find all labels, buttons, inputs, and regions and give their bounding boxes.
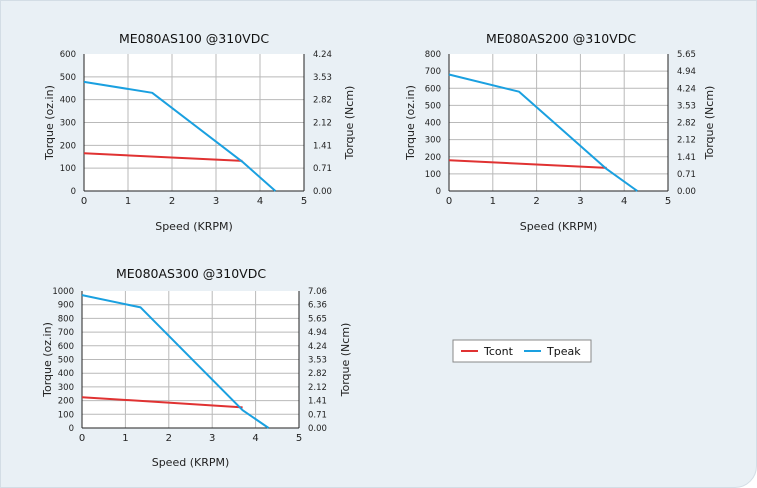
y-tick-label: 500: [58, 356, 74, 366]
y2-tick-label: 1.41: [313, 141, 332, 151]
y-tick-label: 300: [60, 119, 76, 129]
y-tick-label: 0: [71, 187, 76, 197]
chart-1: 0 0.00 100 0.71 200 1.41 300 2.12 400 2.82 500 3.53…: [43, 31, 356, 233]
y-tick-label: 200: [425, 153, 441, 163]
legend-label-tcont: Tcont: [483, 345, 514, 358]
legend: Tcont Tpeak: [452, 339, 592, 363]
y-tick-label: 600: [58, 342, 74, 352]
y-tick-label: 0: [436, 187, 441, 197]
y2-tick-label: 6.36: [308, 301, 327, 311]
y2-axis-title: Torque (Ncm): [703, 86, 716, 161]
x-tick-label: 0: [446, 196, 452, 207]
y-tick-label: 100: [58, 410, 74, 420]
y2-tick-label: 2.82: [313, 96, 332, 106]
y2-tick-label: 7.06: [308, 287, 327, 297]
x-tick-label: 1: [490, 196, 496, 207]
y2-tick-label: 3.53: [308, 356, 327, 366]
y-tick-label: 200: [58, 397, 74, 407]
y2-tick-label: 0.00: [677, 187, 696, 197]
chart-3: 0 0.00 100 0.71 200 1.41 300 2.12 400 2.82 500 3.53…: [41, 266, 352, 469]
y2-axis-title: Torque (Ncm): [339, 323, 352, 398]
x-tick-label: 3: [213, 196, 219, 207]
y2-tick-label: 5.65: [308, 314, 327, 324]
x-tick-label: 2: [533, 196, 539, 207]
legend-label-tpeak: Tpeak: [546, 345, 581, 358]
x-tick-label: 0: [79, 433, 85, 444]
y-tick-label: 400: [60, 96, 76, 106]
y-tick-label: 400: [58, 369, 74, 379]
chart-title: ME080AS200 @310VDC: [486, 31, 636, 46]
y-axis-title: Torque (oz.in): [41, 322, 54, 398]
y2-tick-label: 4.94: [677, 67, 696, 77]
y-tick-label: 500: [425, 101, 441, 111]
x-tick-label: 1: [125, 196, 131, 207]
y-tick-label: 700: [425, 67, 441, 77]
y2-tick-label: 3.53: [677, 101, 696, 111]
y-tick-label: 600: [425, 84, 441, 94]
y-tick-label: 0: [69, 424, 74, 434]
x-tick-label: 5: [296, 433, 302, 444]
y-tick-label: 900: [58, 301, 74, 311]
y2-tick-label: 0.71: [313, 164, 332, 174]
x-tick-label: 1: [122, 433, 128, 444]
y2-tick-label: 0.71: [308, 410, 327, 420]
series-line-tpeak: [81, 294, 270, 429]
y2-tick-label: 2.12: [313, 119, 332, 129]
y2-tick-label: 2.12: [308, 383, 327, 393]
legend-frame: [452, 339, 592, 363]
series-line-tpeak: [83, 80, 277, 192]
y2-tick-label: 0.71: [677, 170, 696, 180]
x-tick-label: 3: [577, 196, 583, 207]
chart-title: ME080AS300 @310VDC: [116, 266, 266, 281]
y-axis-title: Torque (oz.in): [43, 85, 56, 161]
y2-tick-label: 4.24: [677, 84, 696, 94]
x-axis-title: Speed (KRPM): [520, 220, 598, 233]
y2-tick-label: 2.12: [677, 136, 696, 146]
x-tick-label: 3: [209, 433, 215, 444]
x-tick-label: 4: [621, 196, 627, 207]
x-tick-label: 5: [301, 196, 307, 207]
y-tick-label: 100: [60, 164, 76, 174]
y-tick-label: 400: [425, 119, 441, 129]
series-line-tcont: [83, 152, 243, 162]
chart-title: ME080AS100 @310VDC: [119, 31, 269, 46]
y-tick-label: 100: [425, 170, 441, 180]
x-tick-label: 2: [169, 196, 175, 207]
y2-tick-label: 2.82: [308, 369, 327, 379]
y-tick-label: 800: [425, 50, 441, 60]
y2-tick-label: 5.65: [677, 50, 696, 60]
y2-tick-label: 0.00: [313, 187, 332, 197]
y-tick-label: 200: [60, 141, 76, 151]
x-axis-title: Speed (KRPM): [152, 456, 230, 469]
x-tick-label: 5: [665, 196, 671, 207]
y-axis-title: Torque (oz.in): [404, 85, 417, 161]
y2-axis-title: Torque (Ncm): [343, 86, 356, 161]
y-tick-label: 1000: [52, 287, 74, 297]
series-line-tpeak: [448, 73, 638, 192]
x-tick-label: 4: [257, 196, 263, 207]
y2-tick-label: 3.53: [313, 73, 332, 83]
x-tick-label: 2: [166, 433, 172, 444]
series-line-tcont: [81, 396, 243, 409]
series-line-tcont: [448, 159, 607, 169]
x-tick-label: 4: [252, 433, 258, 444]
y2-tick-label: 4.24: [313, 50, 332, 60]
y2-tick-label: 0.00: [308, 424, 327, 434]
x-tick-label: 0: [81, 196, 87, 207]
y-tick-label: 300: [425, 136, 441, 146]
y2-tick-label: 4.94: [308, 328, 327, 338]
y2-tick-label: 4.24: [308, 342, 327, 352]
y2-tick-label: 1.41: [308, 397, 327, 407]
y2-tick-label: 1.41: [677, 153, 696, 163]
x-axis-title: Speed (KRPM): [155, 220, 233, 233]
chart-2: 0 0.00 100 0.71 200 1.41 300 2.12 400 2.82 500 3.53…: [404, 31, 716, 233]
y-tick-label: 500: [60, 73, 76, 83]
y-tick-label: 800: [58, 314, 74, 324]
y-tick-label: 700: [58, 328, 74, 338]
y-tick-label: 300: [58, 383, 74, 393]
y2-tick-label: 2.82: [677, 119, 696, 129]
y-tick-label: 600: [60, 50, 76, 60]
